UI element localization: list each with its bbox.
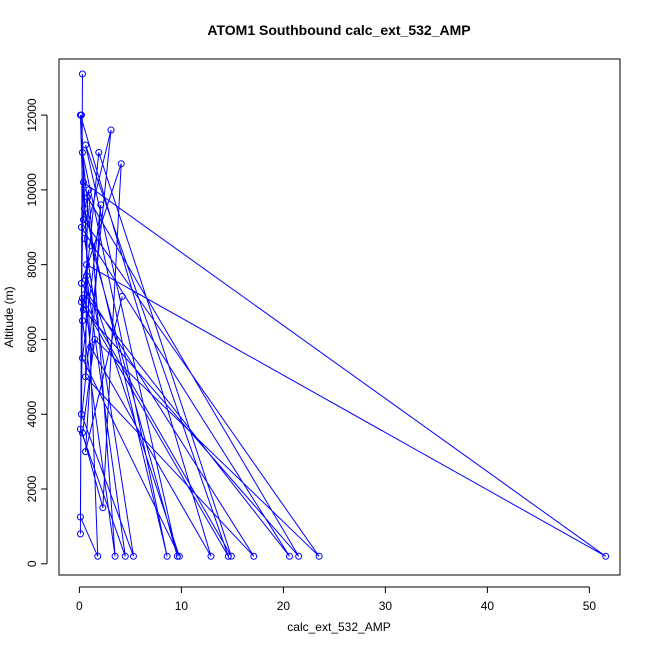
y-tick-label: 2000 [25,475,39,502]
data-point [78,317,86,325]
data-point [81,291,88,299]
data-point [118,292,126,300]
data-point [76,425,84,433]
data-point [286,552,294,560]
data-point [79,216,87,224]
data-point [111,552,119,560]
data-point [95,148,103,156]
data-point [85,186,93,194]
data-point [117,160,125,168]
data-point [224,552,232,560]
data-point [76,530,84,538]
y-axis: 0 2000 4000 6000 8000 10000 12000 [25,98,48,567]
data-point [81,205,88,213]
data-point [129,552,137,560]
y-tick-label: 10000 [25,173,39,207]
data-point [79,306,87,314]
x-tick-label: 0 [76,599,83,613]
data-point [81,234,88,242]
data-point [107,126,115,134]
x-tick-label: 30 [379,599,393,613]
data-point [82,141,90,149]
y-tick-label: 4000 [25,401,39,428]
data-point [77,410,85,418]
data-point [88,242,96,250]
data-point [602,552,610,560]
x-tick-label: 10 [175,599,189,613]
data-point [78,429,86,437]
data-point [78,294,86,302]
y-tick-label: 0 [25,560,39,567]
series-layer [76,70,610,560]
x-axis: 0 10 20 30 40 50 [76,586,597,613]
data-point [121,552,129,560]
data-point [97,201,105,209]
y-tick-label: 8000 [25,251,39,278]
data-point [76,111,84,119]
x-axis-label: calc_ext_532_AMP [287,620,390,634]
chart-title: ATOM1 Southbound calc_ext_532_AMP [207,22,470,38]
data-point [173,552,181,560]
data-point [84,193,92,201]
data-point [227,552,235,560]
y-tick-label: 12000 [25,98,39,132]
data-point [82,373,90,381]
y-axis-label: Altitude (m) [2,286,16,347]
data-point [78,70,86,78]
data-point [83,261,91,269]
data-point [91,335,99,343]
data-point [175,552,183,560]
series-line [79,73,607,557]
data-point [207,552,215,560]
plot-area-border [58,58,621,576]
data-point [163,552,171,560]
x-tick-label: 20 [277,599,291,613]
data-point [295,552,303,560]
data-point [82,448,90,456]
data-point [83,272,91,280]
data-point [79,178,87,186]
x-tick-label: 40 [481,599,495,613]
data-point [76,513,84,521]
y-tick-label: 6000 [25,326,39,353]
data-point [315,552,323,560]
data-point [77,298,85,306]
x-tick-label: 50 [583,599,597,613]
data-point [77,223,85,231]
data-point [77,279,85,287]
data-point [94,552,102,560]
data-point [250,552,258,560]
data-point [78,354,86,362]
data-point [99,504,107,512]
data-point [78,148,86,156]
data-point [87,343,95,351]
